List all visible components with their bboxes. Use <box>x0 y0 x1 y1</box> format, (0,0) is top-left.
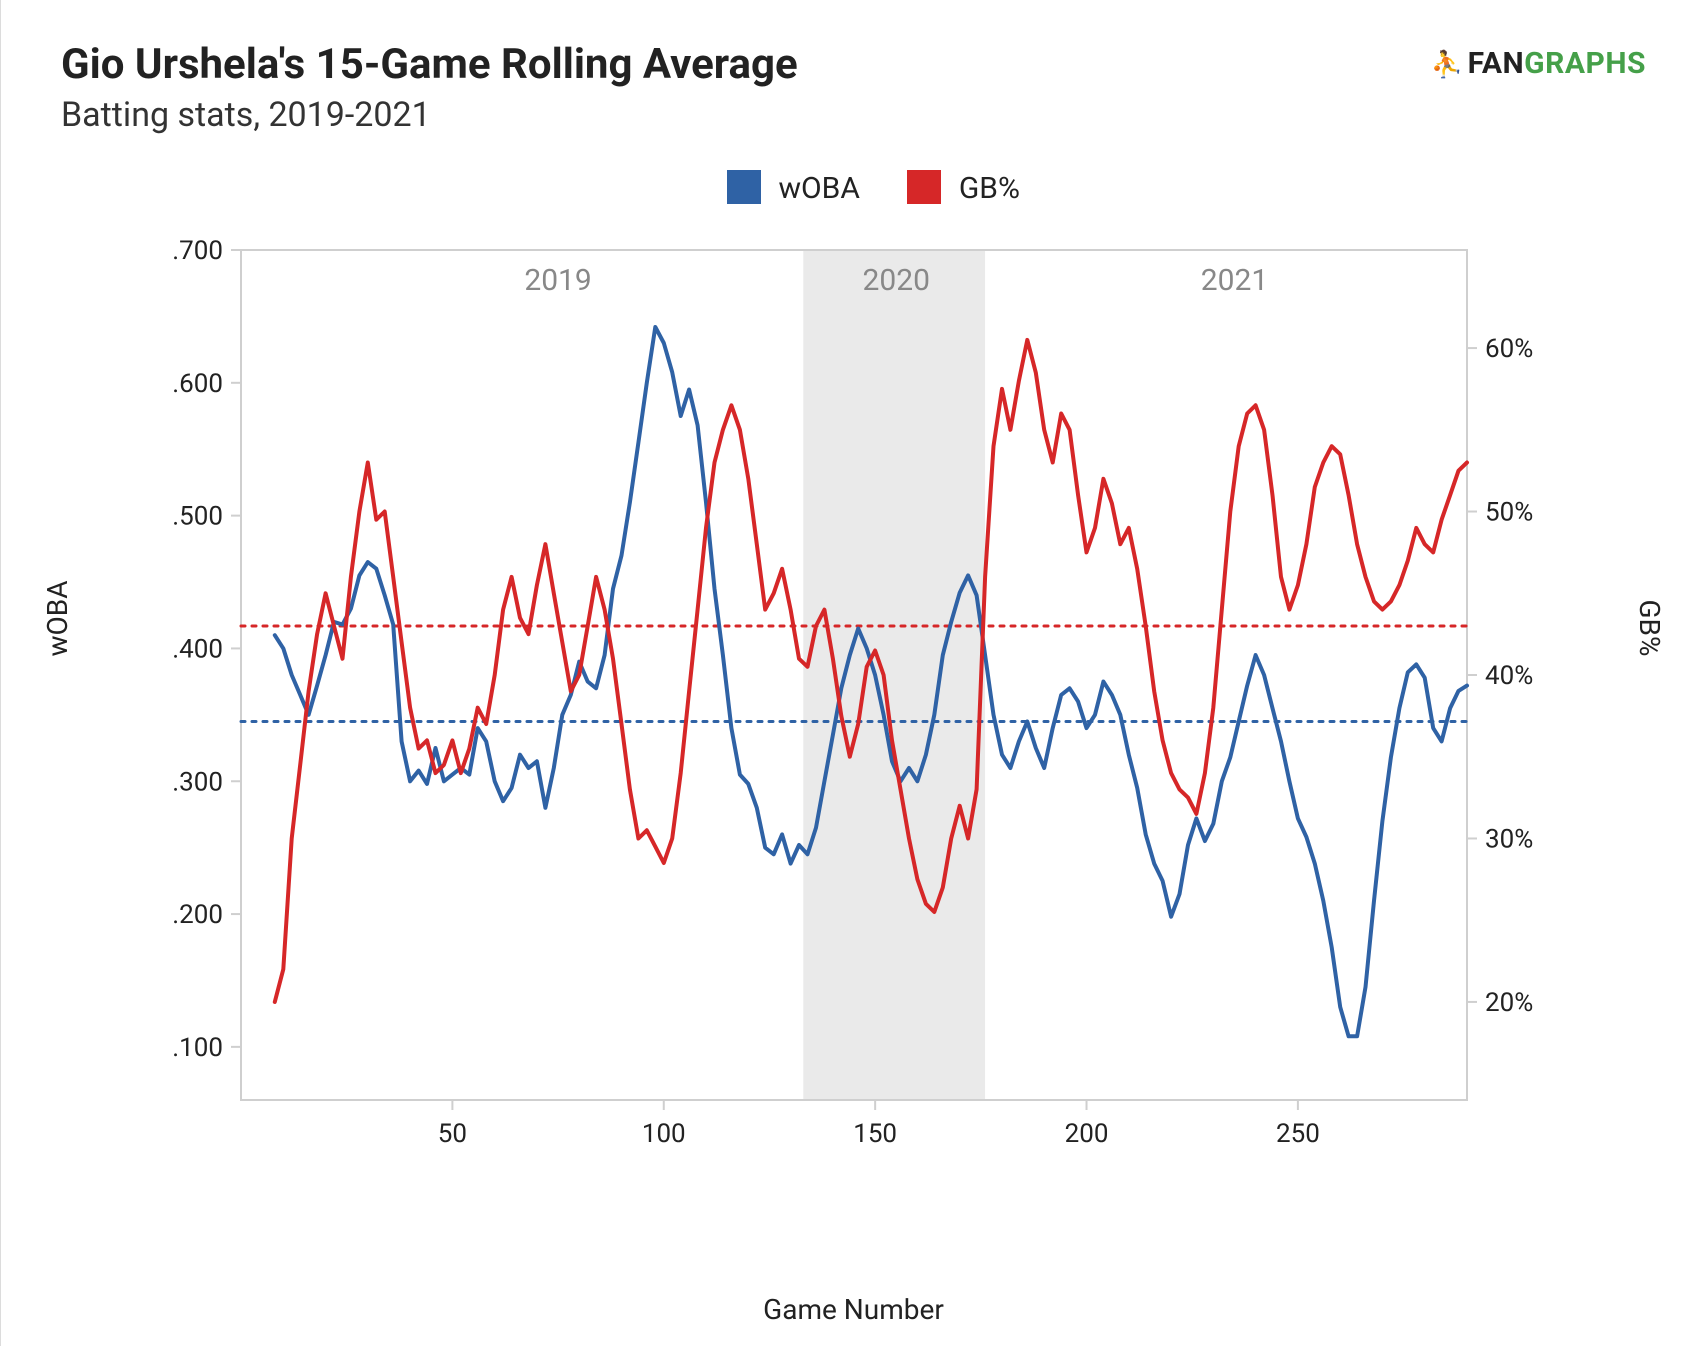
svg-text:2021: 2021 <box>1201 263 1268 298</box>
svg-text:.400: .400 <box>172 634 223 664</box>
x-axis-label: Game Number <box>1 1293 1706 1326</box>
plot-area: 50 100 150 200 250 .100 .200 .300 .400 .500 .600 .7… <box>151 240 1557 1180</box>
brand-icon: ⛹ <box>1431 50 1464 80</box>
brand-logo: ⛹FANGRAPHS <box>1431 46 1646 81</box>
svg-text:.500: .500 <box>172 502 223 532</box>
brand-text-2: GRAPHS <box>1524 46 1646 81</box>
legend-swatch-woba <box>727 170 761 204</box>
chart-title: Gio Urshela's 15-Game Rolling Average <box>61 40 798 89</box>
svg-text:.300: .300 <box>172 767 223 797</box>
svg-text:50: 50 <box>438 1119 467 1149</box>
title-block: Gio Urshela's 15-Game Rolling Average Ba… <box>61 40 798 135</box>
chart-frame: Gio Urshela's 15-Game Rolling Average Ba… <box>0 0 1706 1346</box>
svg-text:200: 200 <box>1065 1119 1109 1149</box>
plot-svg: 50 100 150 200 250 .100 .200 .300 .400 .500 .600 .7… <box>151 240 1557 1180</box>
svg-text:.200: .200 <box>172 900 223 930</box>
y-axis-right-label: GB% <box>1633 599 1666 656</box>
legend-label-gb: GB% <box>959 171 1020 206</box>
y-axis-left-label: wOBA <box>41 580 74 656</box>
svg-text:20%: 20% <box>1485 988 1533 1018</box>
svg-text:60%: 60% <box>1485 334 1533 364</box>
svg-text:30%: 30% <box>1485 824 1533 854</box>
svg-text:.600: .600 <box>172 369 223 399</box>
svg-text:.700: .700 <box>172 240 223 266</box>
svg-text:2019: 2019 <box>524 263 591 298</box>
chart-subtitle: Batting stats, 2019-2021 <box>61 95 798 135</box>
legend-swatch-gb <box>907 170 941 204</box>
brand-text-1: FAN <box>1468 46 1525 81</box>
svg-text:250: 250 <box>1276 1119 1320 1149</box>
svg-text:40%: 40% <box>1485 661 1533 691</box>
svg-text:.100: .100 <box>172 1033 223 1063</box>
svg-text:2020: 2020 <box>863 263 930 298</box>
chart-legend: wOBA GB% <box>1 170 1706 206</box>
svg-text:150: 150 <box>853 1119 897 1149</box>
svg-text:100: 100 <box>642 1119 686 1149</box>
svg-text:50%: 50% <box>1485 498 1533 528</box>
legend-label-woba: wOBA <box>778 171 859 206</box>
